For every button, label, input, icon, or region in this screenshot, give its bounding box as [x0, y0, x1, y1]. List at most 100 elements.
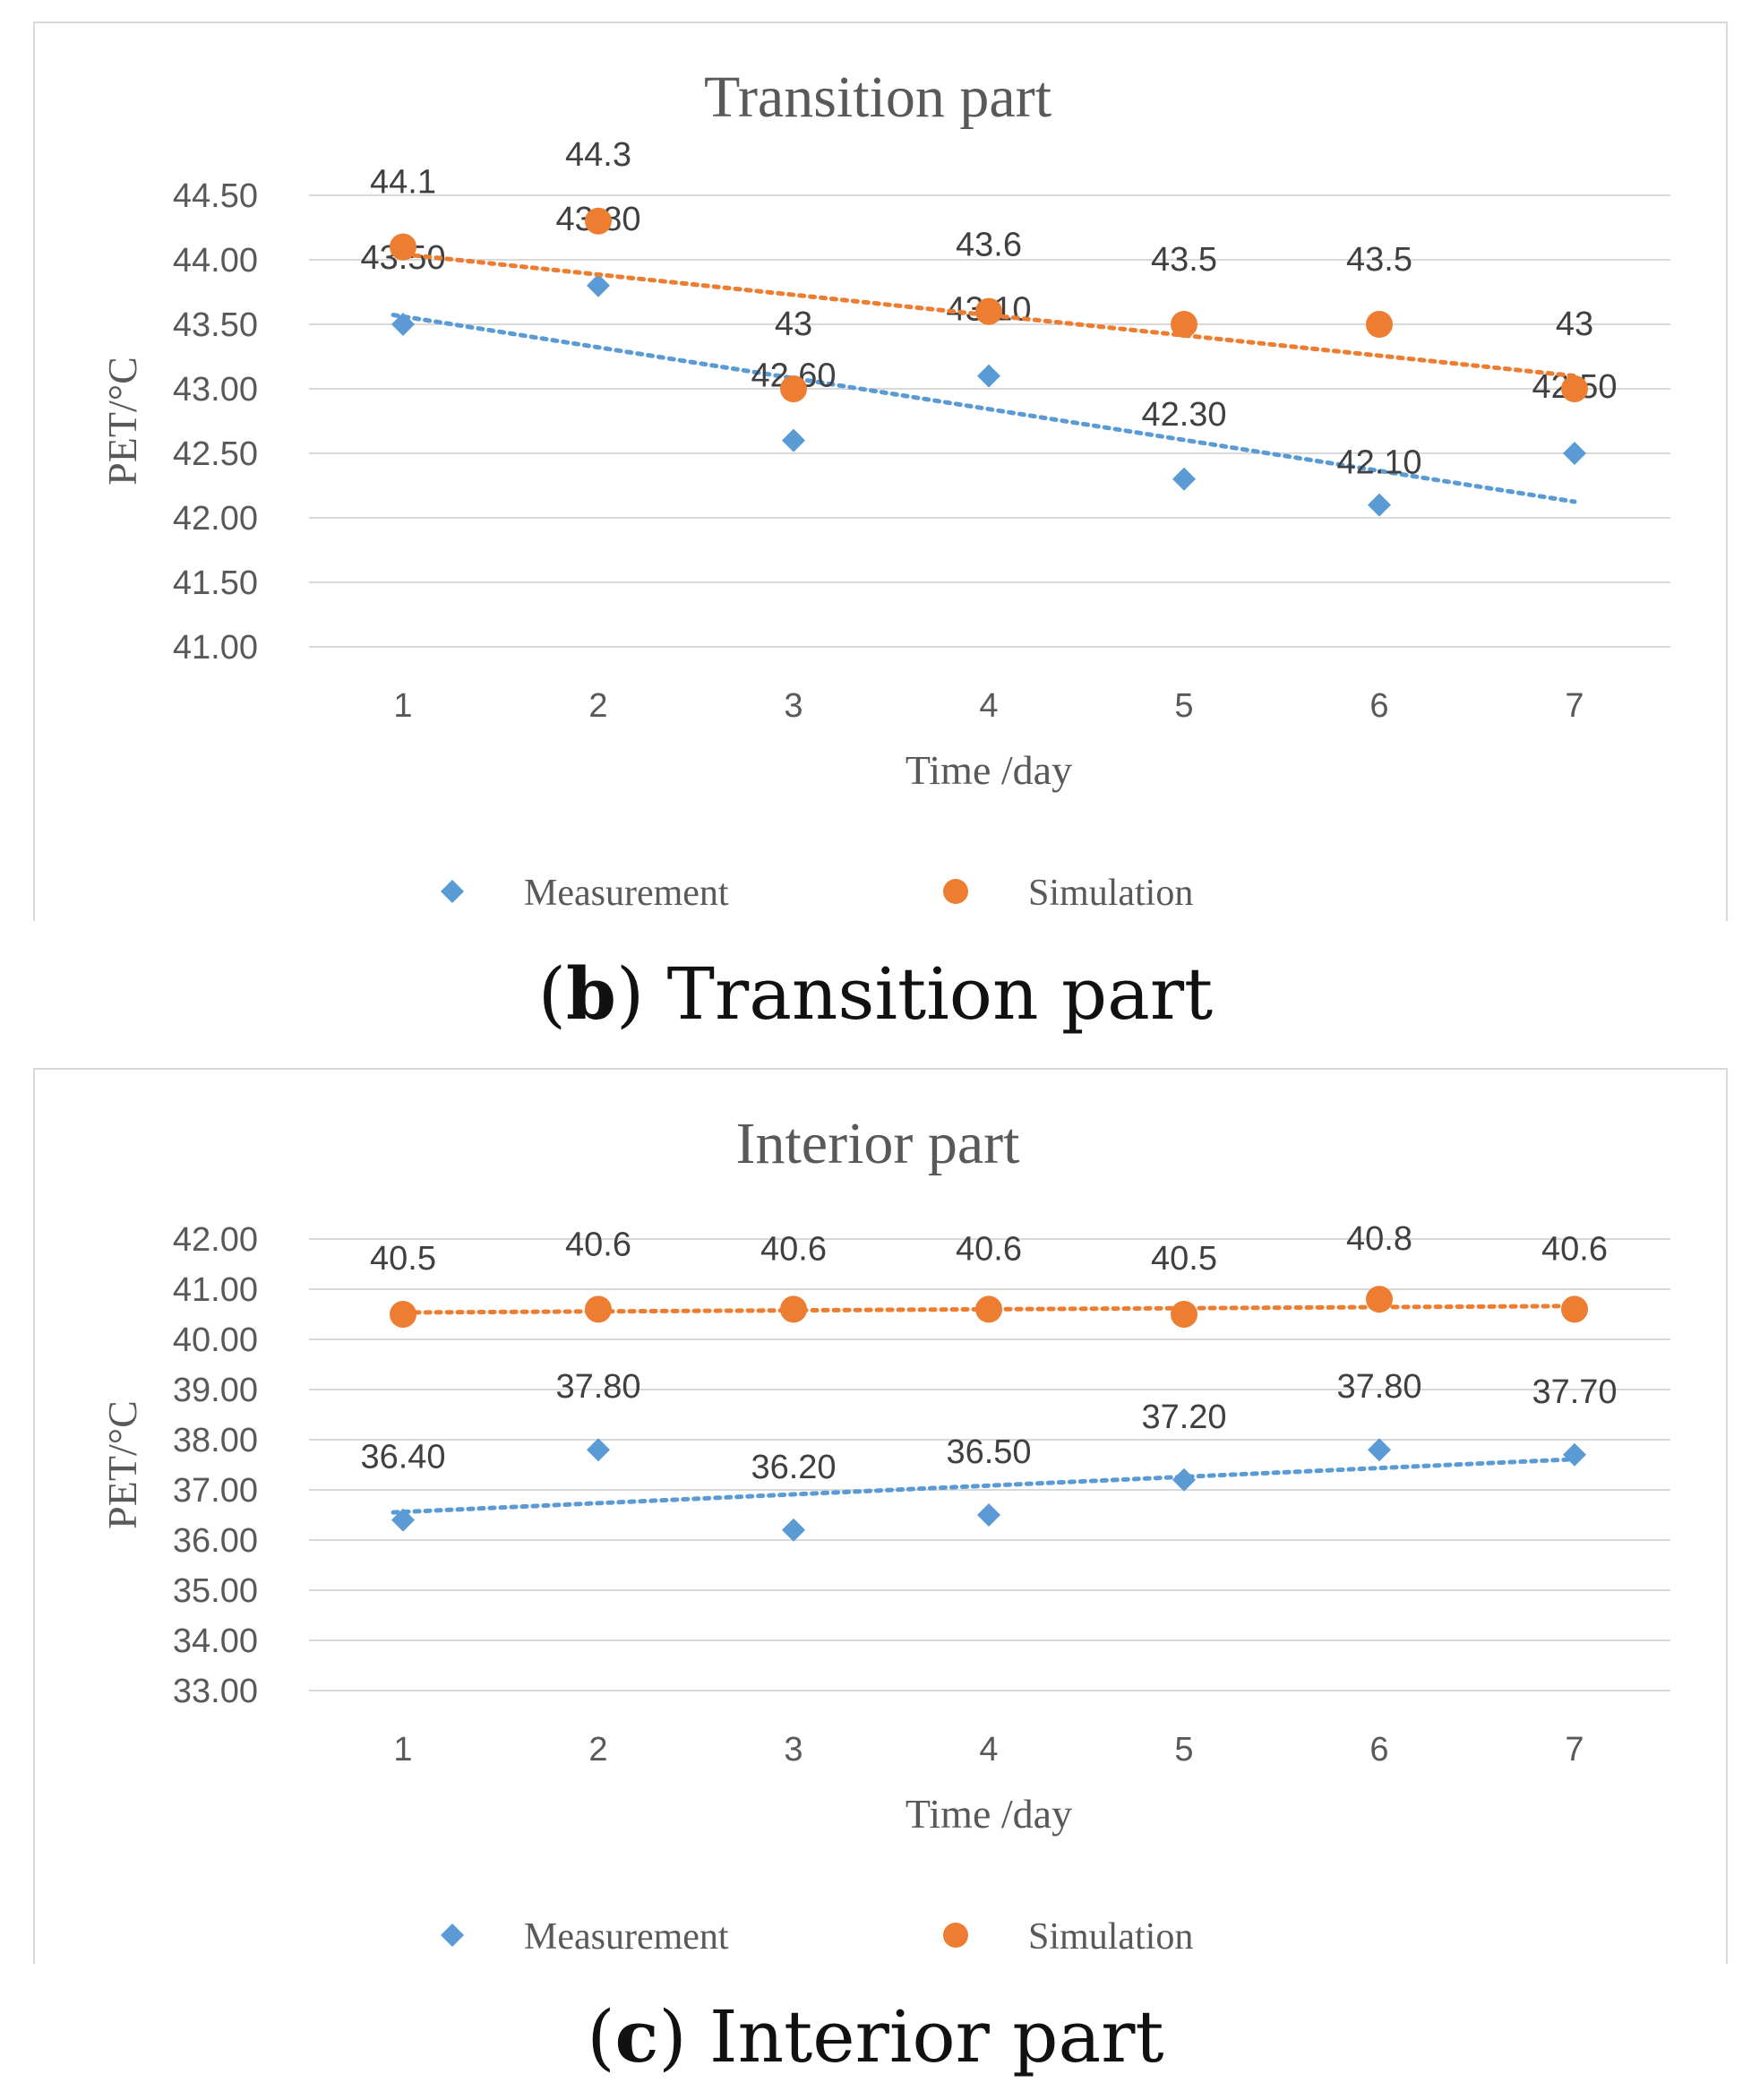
measurement-point [1563, 1442, 1586, 1467]
chart-frame [33, 1068, 1728, 1964]
x-tick-label: 2 [588, 687, 607, 725]
chart-frame [33, 22, 1728, 921]
x-axis-title: Time /day [906, 747, 1072, 793]
measurement-point [782, 1518, 805, 1542]
measurement-trendline [391, 313, 1577, 504]
caption-letter: b [566, 951, 616, 1036]
simulation-point [780, 375, 807, 402]
y-tick-label: 37.00 [173, 1472, 258, 1510]
simulation-point [390, 233, 416, 261]
simulation-point [585, 1295, 612, 1323]
data-label: 42.30 [1141, 396, 1226, 434]
x-tick-label: 2 [588, 1731, 607, 1769]
data-label: 40.5 [1151, 1240, 1217, 1278]
y-tick-label: 42.00 [173, 1221, 258, 1259]
measurement-point [977, 1503, 1000, 1527]
measurement-point [391, 313, 415, 336]
x-tick-label: 6 [1369, 1731, 1388, 1769]
measurement-point [1368, 493, 1391, 517]
measurement-point [587, 273, 610, 297]
y-tick-label: 34.00 [173, 1622, 258, 1660]
data-label: 36.40 [360, 1439, 445, 1476]
x-tick-label: 3 [784, 687, 803, 725]
y-tick-label: 40.00 [173, 1321, 258, 1359]
data-label: 43 [775, 306, 812, 343]
y-tick-label: 44.50 [173, 177, 258, 215]
data-label: 43.5 [1151, 241, 1217, 279]
y-tick-label: 33.00 [173, 1673, 258, 1710]
measurement-point [1172, 467, 1196, 491]
data-label: 40.6 [1541, 1230, 1608, 1268]
measurement-point [1563, 442, 1586, 465]
x-tick-label: 1 [393, 1731, 412, 1769]
chart-title: Interior part [735, 1111, 1019, 1176]
legend-circle-icon [943, 879, 968, 904]
legend-diamond-icon [441, 880, 464, 903]
simulation-point [1366, 1286, 1393, 1313]
legend-label-simulation: Simulation [1028, 1916, 1193, 1958]
x-tick-label: 4 [979, 1731, 998, 1769]
y-tick-label: 35.00 [173, 1572, 258, 1610]
simulation-point [780, 1295, 807, 1323]
x-tick-label: 3 [784, 1731, 803, 1769]
measurement-point [782, 428, 805, 452]
simulation-point [975, 1295, 1002, 1323]
legend-diamond-icon [441, 1924, 464, 1947]
measurement-point [391, 1508, 415, 1532]
measurement-point [1172, 1467, 1196, 1492]
measurement-point [587, 1438, 610, 1462]
y-tick-label: 36.00 [173, 1522, 258, 1560]
x-tick-label: 5 [1174, 1731, 1193, 1769]
chart-transition: Transition part 41.00 41.50 42.00 42.50 43.00… [99, 65, 1670, 914]
simulation-point [1561, 1295, 1588, 1323]
y-tick-label: 43.00 [173, 371, 258, 409]
x-tick-label: 4 [979, 687, 998, 725]
data-label: 37.70 [1532, 1373, 1617, 1411]
x-tick-label: 5 [1174, 687, 1193, 725]
simulation-point [1171, 311, 1197, 338]
legend-circle-icon [943, 1923, 968, 1948]
x-tick-label: 6 [1369, 687, 1388, 725]
x-axis-title: Time /day [906, 1791, 1072, 1837]
data-label: 37.80 [1336, 1368, 1421, 1406]
y-tick-label: 41.00 [173, 1271, 258, 1309]
simulation-point [1561, 375, 1588, 402]
data-label: 40.5 [370, 1240, 436, 1278]
measurement-trendline [391, 1457, 1577, 1515]
data-label: 36.50 [946, 1433, 1031, 1471]
measurement-point [977, 364, 1000, 388]
data-label: 40.6 [565, 1226, 631, 1263]
caption-text: Interior part [709, 1995, 1164, 2078]
y-tick-label: 42.00 [173, 500, 258, 538]
data-label: 43.5 [1346, 241, 1412, 279]
legend-label-measurement: Measurement [524, 873, 729, 914]
y-axis-title: PET/°C [99, 357, 145, 486]
measurement-point [1368, 1438, 1391, 1462]
legend-label-measurement: Measurement [524, 1916, 729, 1958]
y-tick-label: 41.50 [173, 564, 258, 602]
data-label: 40.6 [956, 1230, 1022, 1268]
y-tick-label: 44.00 [173, 242, 258, 280]
y-tick-label: 43.50 [173, 306, 258, 344]
legend: Measurement Simulation [441, 873, 1193, 914]
caption-text: Transition part [666, 952, 1214, 1036]
data-label: 42.10 [1336, 444, 1421, 482]
data-label: 36.20 [751, 1449, 836, 1486]
x-tick-label: 7 [1565, 687, 1584, 725]
data-label: 37.80 [555, 1368, 640, 1406]
x-tick-label: 1 [393, 687, 412, 725]
figure-caption-b: (b) Transition part [537, 951, 1214, 1036]
data-label: 40.6 [760, 1230, 827, 1268]
y-tick-label: 39.00 [173, 1372, 258, 1409]
data-label: 43 [1556, 306, 1593, 343]
chart-title: Transition part [704, 65, 1051, 130]
data-label: 37.20 [1141, 1399, 1226, 1436]
y-axis-title: PET/°C [99, 1400, 145, 1529]
y-tick-label: 38.00 [173, 1422, 258, 1459]
legend: Measurement Simulation [441, 1916, 1193, 1958]
simulation-point [585, 207, 612, 235]
data-label: 44.3 [565, 136, 631, 174]
data-label: 43.6 [956, 227, 1022, 264]
figure-caption-c: (c) Interior part [587, 1994, 1164, 2078]
